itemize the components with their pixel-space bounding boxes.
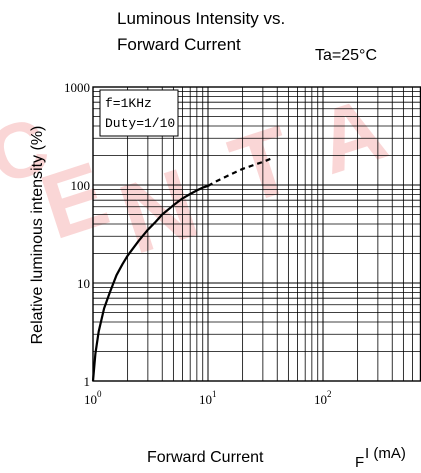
annotation-box: f=1KHz Duty=1/10 [99, 89, 179, 137]
x-axis-label: Forward Current [147, 449, 264, 466]
watermark-letter: N [107, 147, 210, 276]
x-tick-base: 10 [314, 392, 327, 407]
y-tick-label: 100 [71, 178, 91, 193]
curve-extrapolated-dashed [207, 157, 272, 187]
x-tick-labels: 100 101 102 [84, 389, 332, 407]
annotation-box-border [99, 89, 179, 137]
series-group [91, 157, 272, 382]
y-tick-label: 1000 [64, 80, 90, 95]
y-tick-label: 1 [84, 374, 91, 389]
x-unit-prefix: F [355, 454, 364, 471]
x-tick-label: 102 [314, 389, 332, 407]
chart-title-line-2: Forward Current [117, 35, 241, 54]
annotation-line-1: f=1KHz [105, 96, 152, 111]
x-tick-base: 10 [199, 392, 212, 407]
x-tick-label: 100 [84, 389, 102, 407]
x-tick-exponent: 0 [97, 389, 102, 399]
chart-title-line-1: Luminous Intensity vs. [117, 9, 285, 28]
plot-frame [92, 86, 421, 382]
x-tick-exponent: 2 [327, 389, 332, 399]
condition-label: Ta=25°C [315, 47, 377, 64]
y-tick-label: 10 [77, 276, 90, 291]
x-tick-base: 10 [84, 392, 97, 407]
y-axis-label: Relative luminous intensity (%) [29, 126, 46, 345]
annotation-line-2: Duty=1/10 [105, 116, 175, 131]
x-tick-exponent: 1 [212, 389, 217, 399]
curve-measured-solid [91, 184, 209, 382]
plot-border [92, 86, 421, 382]
y-tick-labels: 1 10 100 1000 [64, 80, 90, 389]
x-unit-main: I (mA) [365, 445, 406, 462]
x-tick-label: 101 [199, 389, 217, 407]
